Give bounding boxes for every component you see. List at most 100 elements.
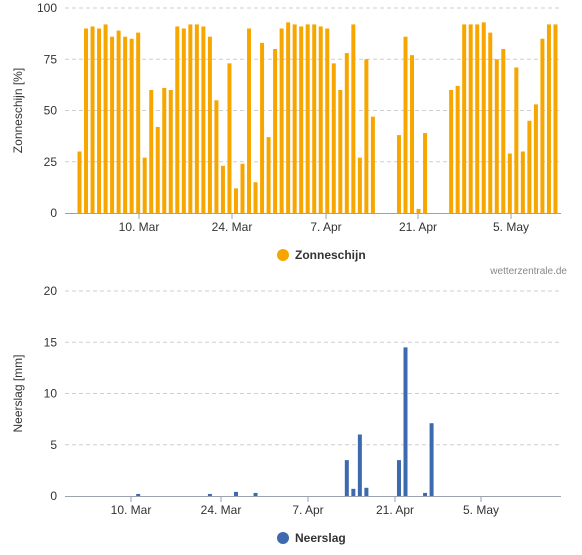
chart1-bar <box>207 36 212 214</box>
chart2-legend-label: Neerslag <box>295 531 346 545</box>
chart1-bar <box>233 188 238 213</box>
chart1-bar <box>475 24 480 214</box>
chart1-bar <box>403 36 408 214</box>
chart1-y-tick-label: 50 <box>44 104 58 118</box>
chart1-bar <box>103 24 108 214</box>
chart1-bar <box>168 90 173 213</box>
chart2-y-tick-label: 15 <box>44 335 58 349</box>
chart1-x-tick-label: 24. Mar <box>212 220 253 234</box>
chart2-y-tick-label: 0 <box>50 489 57 503</box>
chart1-bar <box>455 85 460 213</box>
chart1-bar <box>462 24 467 214</box>
chart2-x-tick-label: 21. Apr <box>376 503 414 517</box>
chart2-bar <box>233 491 238 496</box>
chart1-bar <box>514 67 519 213</box>
chart1-bar <box>136 32 141 213</box>
chart2-bar <box>207 493 212 496</box>
chart1-bar <box>481 22 486 213</box>
chart1-bar <box>527 120 532 213</box>
chart1-bar <box>312 24 317 214</box>
chart2-bar <box>403 347 408 496</box>
chart1-bar <box>449 90 454 213</box>
chart1-bar <box>292 24 297 214</box>
chart2-y-tick-label: 5 <box>50 438 57 452</box>
chart2-bar <box>423 492 428 496</box>
chart2-x-tick-label: 10. Mar <box>111 503 152 517</box>
chart2-y-tick-label: 20 <box>44 284 58 298</box>
chart1-bar <box>488 32 493 213</box>
chart1-bar <box>142 157 147 213</box>
chart2-y-tick-label: 10 <box>44 387 58 401</box>
chart2-bar <box>357 434 362 496</box>
chart1-bar <box>546 24 551 214</box>
chart1-y-tick-label: 0 <box>50 206 57 220</box>
chart1-x-tick-label: 5. May <box>493 220 529 234</box>
chart2-bar <box>396 460 401 496</box>
chart2-bar <box>364 487 369 496</box>
chart1-bar <box>299 26 304 214</box>
chart1-bar <box>110 36 115 214</box>
chart1-bar <box>286 22 291 213</box>
chart2-x-tick-label: 24. Mar <box>201 503 242 517</box>
chart1-bar <box>123 36 128 214</box>
chart1-bar <box>507 153 512 213</box>
chart1-bar <box>468 24 473 214</box>
chart1-bar <box>260 42 265 213</box>
chart2-legend-marker <box>277 532 289 544</box>
chart1-bar <box>90 26 95 214</box>
chart1-bar <box>162 87 167 213</box>
chart1-y-tick-label: 100 <box>37 1 57 15</box>
chart1-bar <box>116 30 121 213</box>
chart1-bar <box>214 100 219 213</box>
chart1-bar <box>370 116 375 213</box>
chart1-bar <box>416 208 421 213</box>
chart1-bar <box>520 151 525 213</box>
chart2-y-axis-label: Neerslag [mm] <box>11 354 25 432</box>
chart1-bar <box>325 28 330 213</box>
chart1-bar <box>331 63 336 213</box>
chart1-bar <box>181 28 186 213</box>
chart1-bar <box>501 49 506 213</box>
chart1-y-axis-label: Zonneschijn [%] <box>11 68 25 153</box>
chart1-bar <box>77 151 82 213</box>
chart1-y-tick-label: 25 <box>44 155 58 169</box>
chart1-bar <box>188 24 193 214</box>
chart1-bar <box>240 163 245 213</box>
chart1-bar <box>357 157 362 213</box>
chart1-bar <box>220 165 225 213</box>
chart1-bar <box>364 59 369 213</box>
chart2-bar <box>429 423 434 496</box>
chart1-legend-marker <box>277 249 289 261</box>
chart1-bar <box>540 38 545 213</box>
chart1-bar <box>155 126 160 213</box>
chart1-bar <box>97 28 102 213</box>
chart1-x-tick-label: 7. Apr <box>310 220 341 234</box>
chart1-bar <box>175 26 180 214</box>
chart1-bar <box>247 28 252 213</box>
chart1-bar <box>253 182 258 213</box>
chart2-x-tick-label: 7. Apr <box>292 503 323 517</box>
chart1-bar <box>129 38 134 213</box>
chart1-bar <box>344 53 349 213</box>
chart1-bar <box>194 24 199 214</box>
chart1-bar <box>410 55 415 214</box>
chart1-bar <box>149 90 154 213</box>
chart1-bar <box>273 49 278 213</box>
chart2-bar <box>136 493 141 496</box>
chart2-bar <box>351 488 356 496</box>
chart1-bar <box>279 28 284 213</box>
chart1-bar <box>305 24 310 214</box>
chart1-bar <box>266 137 271 213</box>
chart2-bar <box>253 492 258 496</box>
chart1-bar <box>553 24 558 214</box>
chart1-bar <box>227 63 232 213</box>
chart1-bar <box>351 24 356 214</box>
chart2-bar <box>344 460 349 496</box>
chart1-x-tick-label: 10. Mar <box>119 220 160 234</box>
chart1-bar <box>396 135 401 213</box>
chart1-bar <box>201 26 206 214</box>
chart1-legend-label: Zonneschijn <box>295 248 366 262</box>
chart1-bar <box>494 59 499 213</box>
chart1-bar <box>338 90 343 213</box>
